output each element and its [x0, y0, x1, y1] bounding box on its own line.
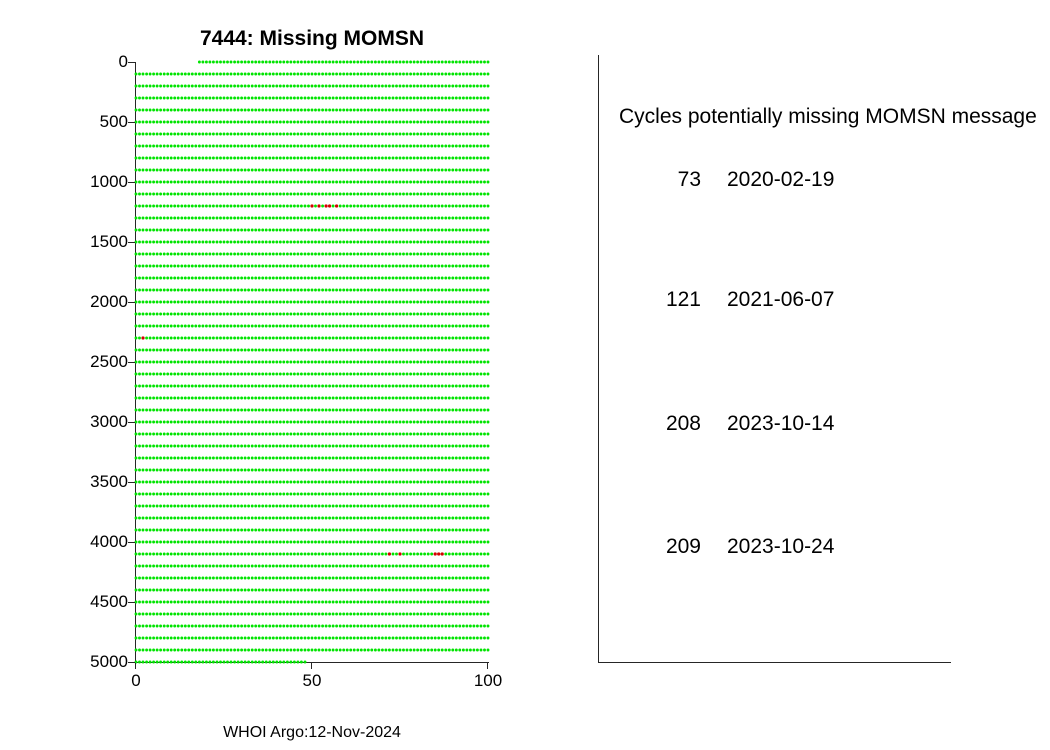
y-tick-label: 4000 [90, 532, 128, 551]
y-tick-label: 3500 [90, 472, 128, 491]
missing-cycles-panel: Cycles potentially missing MOMSN message… [598, 55, 1037, 663]
scatter-plot [134, 60, 490, 664]
y-tick-label: 0 [118, 52, 128, 71]
y-tick-mark [128, 422, 135, 423]
y-tick-mark [128, 542, 135, 543]
x-tick-mark [135, 663, 136, 669]
cycle-entry: 208 2023-10-14 [599, 412, 834, 436]
y-tick-label: 1000 [90, 172, 128, 191]
panel-heading: Cycles potentially missing MOMSN message [619, 105, 1037, 128]
x-tick-label: 50 [302, 671, 322, 690]
cycle-number: 209 [665, 535, 701, 558]
y-tick-label: 500 [99, 112, 128, 131]
cycle-date: 2023-10-14 [727, 412, 835, 435]
y-tick-label: 3000 [90, 412, 128, 431]
cycle-date: 2023-10-24 [727, 535, 835, 558]
y-tick-mark [128, 62, 135, 63]
chart-title: 7444: Missing MOMSN [199, 27, 425, 50]
cycle-number: 208 [665, 412, 701, 435]
x-tick-label: 0 [131, 671, 141, 690]
y-tick-mark [128, 362, 135, 363]
y-tick-label: 2000 [90, 292, 128, 311]
y-tick-label: 5000 [90, 652, 128, 671]
x-tick-label: 100 [473, 671, 503, 690]
y-tick-mark [128, 662, 135, 663]
footer-caption: WHOI Argo:12-Nov-2024 [223, 724, 401, 741]
y-tick-mark [128, 122, 135, 123]
cycle-number: 121 [665, 288, 701, 311]
y-tick-mark [128, 602, 135, 603]
x-axis-line [135, 662, 489, 663]
cycle-entry: 209 2023-10-24 [599, 535, 834, 559]
cycle-entry: 121 2021-06-07 [599, 288, 834, 312]
y-tick-label: 2500 [90, 352, 128, 371]
cycle-date: 2020-02-19 [727, 168, 835, 191]
cycle-number: 73 [677, 168, 701, 191]
cycle-entry: 73 2020-02-19 [599, 168, 835, 192]
x-tick-mark [311, 663, 312, 669]
y-tick-mark [128, 242, 135, 243]
y-tick-label: 1500 [90, 232, 128, 251]
y-tick-mark [128, 182, 135, 183]
y-tick-label: 4500 [90, 592, 128, 611]
cycle-date: 2021-06-07 [727, 288, 835, 311]
x-tick-mark [487, 663, 488, 669]
y-tick-mark [128, 482, 135, 483]
y-tick-mark [128, 302, 135, 303]
